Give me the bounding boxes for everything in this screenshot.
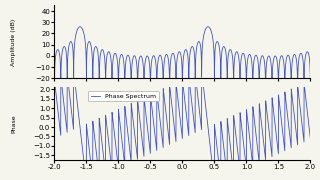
Y-axis label: Phase: Phase	[11, 114, 16, 133]
Legend: Phase Spectrum: Phase Spectrum	[88, 91, 159, 101]
Y-axis label: Amplitude (dB): Amplitude (dB)	[11, 18, 16, 66]
